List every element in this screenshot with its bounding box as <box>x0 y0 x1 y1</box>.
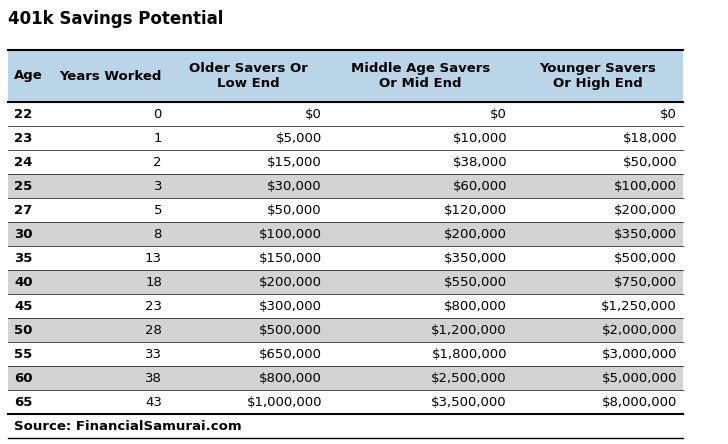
Text: 38: 38 <box>145 372 162 385</box>
Text: $100,000: $100,000 <box>259 227 322 241</box>
Text: $8,000,000: $8,000,000 <box>601 396 677 408</box>
Text: 55: 55 <box>14 348 32 361</box>
Text: 33: 33 <box>145 348 162 361</box>
Text: $200,000: $200,000 <box>614 203 677 217</box>
Text: $500,000: $500,000 <box>614 251 677 265</box>
Text: $300,000: $300,000 <box>259 300 322 313</box>
Text: 27: 27 <box>14 203 32 217</box>
Text: 23: 23 <box>145 300 162 313</box>
Text: $120,000: $120,000 <box>444 203 507 217</box>
Text: Middle Age Savers
Or Mid End: Middle Age Savers Or Mid End <box>351 62 490 90</box>
Bar <box>8 318 683 342</box>
Text: 65: 65 <box>14 396 32 408</box>
Text: 3: 3 <box>154 179 162 193</box>
Text: $1,200,000: $1,200,000 <box>432 324 507 337</box>
Bar <box>8 198 683 222</box>
Text: 25: 25 <box>14 179 32 193</box>
Text: 5: 5 <box>154 203 162 217</box>
Text: $0: $0 <box>490 107 507 120</box>
Text: $800,000: $800,000 <box>444 300 507 313</box>
Text: $500,000: $500,000 <box>259 324 322 337</box>
Text: Age: Age <box>14 70 43 83</box>
Text: 30: 30 <box>14 227 33 241</box>
Text: 2: 2 <box>154 155 162 169</box>
Bar <box>8 102 683 126</box>
Text: 401k Savings Potential: 401k Savings Potential <box>8 10 223 28</box>
Text: $50,000: $50,000 <box>622 155 677 169</box>
Text: $2,500,000: $2,500,000 <box>432 372 507 385</box>
Text: $650,000: $650,000 <box>259 348 322 361</box>
Text: $0: $0 <box>305 107 322 120</box>
Text: $1,250,000: $1,250,000 <box>601 300 677 313</box>
Text: $18,000: $18,000 <box>622 131 677 144</box>
Bar <box>8 174 683 198</box>
Text: $150,000: $150,000 <box>259 251 322 265</box>
Bar <box>8 366 683 390</box>
Text: Source: FinancialSamurai.com: Source: FinancialSamurai.com <box>14 420 242 432</box>
Text: 24: 24 <box>14 155 32 169</box>
Text: $100,000: $100,000 <box>614 179 677 193</box>
Text: $350,000: $350,000 <box>444 251 507 265</box>
Text: 45: 45 <box>14 300 32 313</box>
Text: $750,000: $750,000 <box>614 275 677 289</box>
Text: $550,000: $550,000 <box>444 275 507 289</box>
Bar <box>8 246 683 270</box>
Text: $30,000: $30,000 <box>267 179 322 193</box>
Text: 0: 0 <box>154 107 162 120</box>
Text: $60,000: $60,000 <box>453 179 507 193</box>
Text: Younger Savers
Or High End: Younger Savers Or High End <box>539 62 657 90</box>
Text: $10,000: $10,000 <box>452 131 507 144</box>
Bar <box>8 50 683 102</box>
Text: $3,500,000: $3,500,000 <box>432 396 507 408</box>
Text: $5,000,000: $5,000,000 <box>601 372 677 385</box>
Bar <box>8 390 683 414</box>
Text: $15,000: $15,000 <box>267 155 322 169</box>
Bar <box>8 342 683 366</box>
Text: 13: 13 <box>145 251 162 265</box>
Text: 28: 28 <box>145 324 162 337</box>
Text: 23: 23 <box>14 131 32 144</box>
Text: $50,000: $50,000 <box>267 203 322 217</box>
Bar <box>8 414 683 438</box>
Text: 8: 8 <box>154 227 162 241</box>
Text: 22: 22 <box>14 107 32 120</box>
Text: $350,000: $350,000 <box>614 227 677 241</box>
Text: 18: 18 <box>145 275 162 289</box>
Bar <box>8 126 683 150</box>
Text: 43: 43 <box>145 396 162 408</box>
Bar <box>8 270 683 294</box>
Text: 50: 50 <box>14 324 32 337</box>
Text: $1,000,000: $1,000,000 <box>247 396 322 408</box>
Text: $2,000,000: $2,000,000 <box>601 324 677 337</box>
Text: $800,000: $800,000 <box>259 372 322 385</box>
Text: $38,000: $38,000 <box>452 155 507 169</box>
Text: $5,000: $5,000 <box>276 131 322 144</box>
Text: 35: 35 <box>14 251 32 265</box>
Bar <box>8 222 683 246</box>
Bar <box>8 150 683 174</box>
Bar <box>8 294 683 318</box>
Text: $200,000: $200,000 <box>259 275 322 289</box>
Text: $200,000: $200,000 <box>444 227 507 241</box>
Text: 40: 40 <box>14 275 33 289</box>
Text: 1: 1 <box>154 131 162 144</box>
Text: $0: $0 <box>660 107 677 120</box>
Text: Older Savers Or
Low End: Older Savers Or Low End <box>189 62 307 90</box>
Text: $3,000,000: $3,000,000 <box>601 348 677 361</box>
Text: 60: 60 <box>14 372 33 385</box>
Text: Years Worked: Years Worked <box>59 70 162 83</box>
Text: $1,800,000: $1,800,000 <box>432 348 507 361</box>
